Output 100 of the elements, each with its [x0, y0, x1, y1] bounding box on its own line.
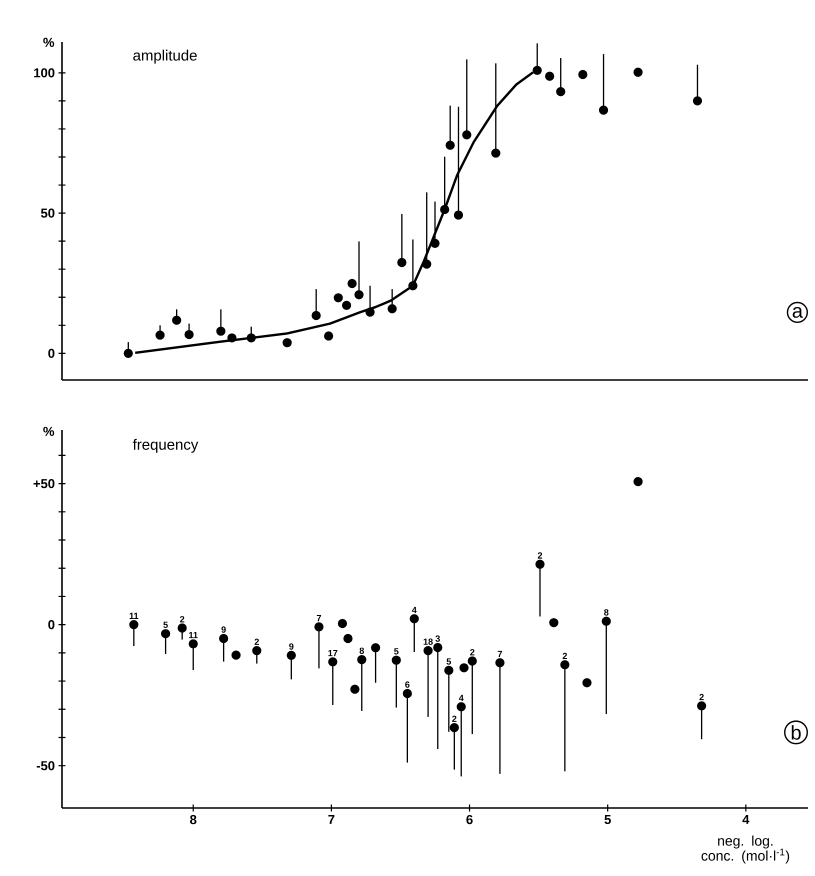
- point: [161, 629, 170, 638]
- point: [129, 620, 138, 630]
- point: [532, 66, 542, 75]
- point: [348, 278, 357, 288]
- point: [423, 646, 433, 656]
- point: [282, 338, 292, 348]
- point: [252, 646, 262, 656]
- point: [598, 106, 608, 115]
- point: [450, 723, 459, 732]
- point: [365, 308, 375, 317]
- annotation: 2: [470, 649, 474, 656]
- annotation: 18: [424, 638, 433, 645]
- point: [178, 623, 187, 633]
- annotation: 2: [538, 552, 542, 559]
- point: [312, 310, 321, 320]
- text: frequency: [132, 438, 198, 453]
- annotation: 8: [604, 609, 609, 616]
- point: [459, 663, 469, 672]
- point: [155, 330, 165, 340]
- point: [410, 614, 419, 624]
- point: [246, 333, 256, 343]
- point: [357, 655, 366, 664]
- point: [334, 293, 343, 302]
- y-axis-title: %: [43, 38, 54, 47]
- point: [454, 210, 464, 220]
- point: [188, 639, 198, 648]
- point: [633, 477, 643, 486]
- annotation: 8: [360, 648, 364, 654]
- y-tick-label: +50: [34, 479, 54, 488]
- annotation: 7: [316, 615, 322, 622]
- x-tick-label: 7: [328, 815, 334, 824]
- point: [408, 281, 418, 290]
- y-tick-label: 100: [34, 68, 54, 78]
- point: [462, 130, 472, 140]
- point: [231, 650, 241, 660]
- annotation: 2: [699, 694, 704, 700]
- point: [286, 650, 296, 660]
- point: [560, 660, 570, 670]
- annotation: 17: [328, 650, 338, 656]
- point: [444, 666, 454, 675]
- point: [402, 688, 412, 698]
- point: [545, 72, 554, 81]
- annotation: 9: [221, 626, 226, 633]
- point: [535, 560, 545, 569]
- point: [388, 304, 397, 314]
- annotation: 5: [446, 658, 452, 665]
- point: [633, 68, 643, 77]
- point: [556, 87, 566, 96]
- x-tick-label: 6: [466, 815, 473, 824]
- annotation: 11: [189, 632, 198, 638]
- point: [422, 260, 432, 269]
- point: [314, 622, 324, 632]
- point: [446, 140, 455, 150]
- annotation: a: [792, 306, 803, 318]
- point: [338, 618, 348, 628]
- point: [397, 258, 406, 268]
- y-tick-label: 0: [48, 620, 54, 630]
- point: [578, 70, 588, 80]
- point: [227, 333, 237, 343]
- point: [370, 643, 380, 652]
- chart-title: amplitude: [133, 50, 197, 64]
- point: [456, 702, 466, 712]
- point: [184, 330, 194, 340]
- y-tick-label: -50: [36, 761, 54, 770]
- annotation: 5: [394, 648, 399, 654]
- point: [692, 96, 702, 106]
- point: [342, 300, 352, 310]
- point: [440, 204, 450, 214]
- point: [350, 684, 360, 694]
- annotation: 2: [254, 638, 259, 645]
- point: [392, 656, 401, 665]
- point: [328, 657, 338, 666]
- x-axis-title: neg. log. conc. (mol·l$^{-1}$): [702, 836, 790, 864]
- annotation: 6: [405, 681, 410, 688]
- point: [219, 634, 228, 644]
- annotation: 4: [412, 606, 417, 614]
- point: [491, 148, 500, 158]
- annotation: 11: [130, 612, 138, 619]
- annotation: b: [792, 725, 801, 740]
- point: [324, 331, 334, 341]
- point: [468, 656, 477, 666]
- point: [602, 616, 611, 626]
- point: [549, 618, 558, 628]
- point: [697, 701, 706, 710]
- annotation: 9: [289, 643, 294, 650]
- annotation: 7: [498, 650, 502, 658]
- annotation: 2: [180, 616, 184, 622]
- point: [354, 290, 364, 300]
- point: [343, 634, 353, 644]
- annotation: 2: [562, 652, 567, 659]
- x-tick-label: 8: [190, 815, 196, 824]
- annotation: 5: [163, 622, 168, 628]
- point: [430, 238, 440, 248]
- point: [582, 678, 592, 688]
- y-tick-label: 50: [40, 208, 54, 218]
- point: [172, 316, 182, 325]
- point: [124, 348, 133, 358]
- point: [216, 326, 226, 336]
- annotation: 3: [435, 635, 440, 642]
- annotation: 4: [458, 694, 464, 702]
